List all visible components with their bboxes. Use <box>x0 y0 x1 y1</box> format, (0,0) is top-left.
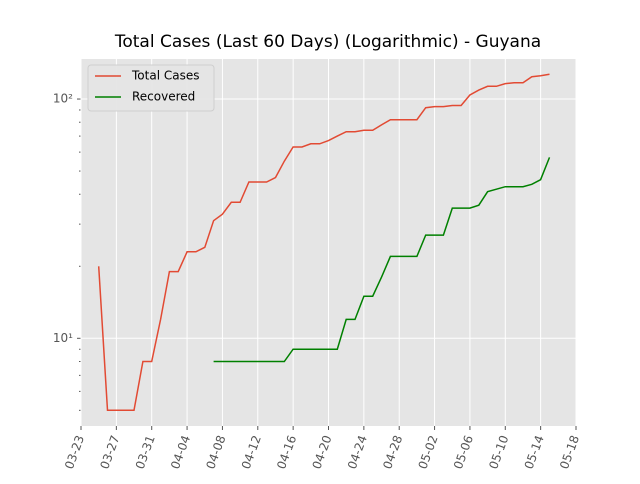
x-tick-label: 05-06 <box>451 433 476 471</box>
x-tick-label: 04-08 <box>203 433 228 471</box>
chart-title: Total Cases (Last 60 Days) (Logarithmic)… <box>114 32 541 52</box>
legend-label: Total Cases <box>131 69 199 83</box>
x-tick-label: 05-18 <box>557 433 582 471</box>
x-tick-label: 04-12 <box>239 433 264 471</box>
legend-label: Recovered <box>132 90 195 104</box>
x-tick-label: 04-28 <box>380 433 405 471</box>
x-tick-label: 04-04 <box>168 433 193 471</box>
x-tick-label: 04-20 <box>310 433 335 471</box>
y-tick-label: 10² <box>53 92 73 106</box>
x-tick-label: 04-24 <box>345 433 370 471</box>
line <box>97 73 550 412</box>
x-tick-label: 03-31 <box>133 433 158 471</box>
legend: Total Cases Recovered <box>87 64 215 112</box>
line <box>213 157 551 363</box>
x-tick-label: 03-23 <box>62 433 87 471</box>
x-tick-label: 05-14 <box>522 433 547 471</box>
x-tick-label: 04-16 <box>274 433 299 471</box>
x-tick-label: 05-10 <box>486 433 511 471</box>
x-tick-label: 05-02 <box>416 433 441 471</box>
y-tick-label: 10¹ <box>53 331 73 345</box>
x-tick-label: 03-27 <box>97 433 122 471</box>
